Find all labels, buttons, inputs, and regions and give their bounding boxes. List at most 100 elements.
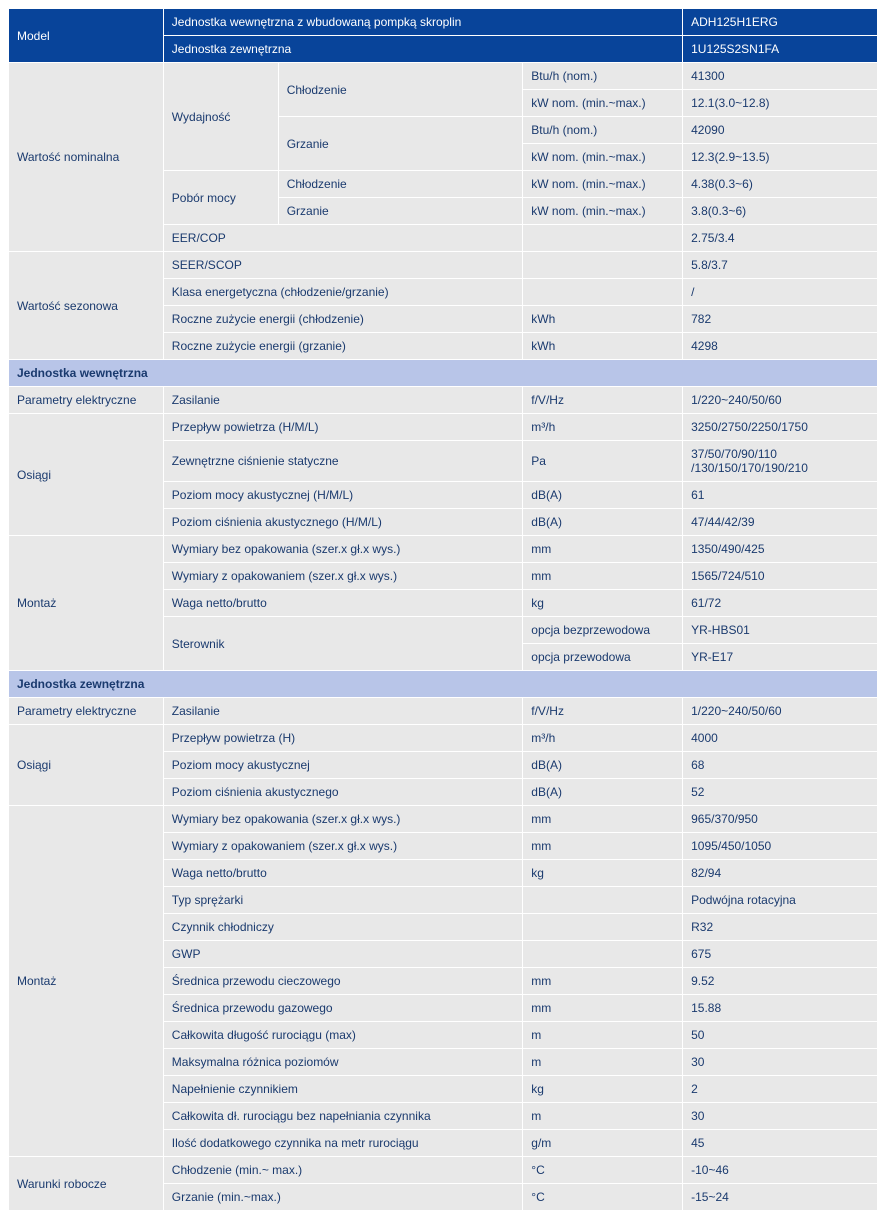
value: YR-E17 (683, 644, 878, 671)
waga-label: Waga netto/brutto (163, 860, 522, 887)
indoor-unit-label: Jednostka wewnętrzna z wbudowaną pompką … (163, 9, 682, 36)
blank (523, 914, 683, 941)
cool-label: Chłodzenie (278, 63, 523, 117)
unit-label: f/V/Hz (523, 387, 683, 414)
value: 41300 (683, 63, 878, 90)
value: 45 (683, 1130, 878, 1157)
wydajnosc-label: Wydajność (163, 63, 278, 171)
dod-cz-label: Ilość dodatkowego czynnika na metr ruroc… (163, 1130, 522, 1157)
value: 37/50/70/90/110 /130/150/170/190/210 (683, 441, 878, 482)
unit-label: dB(A) (523, 752, 683, 779)
chlodz-label: Chłodzenie (min.~ max.) (163, 1157, 522, 1184)
warunki-label: Warunki robocze (9, 1157, 164, 1211)
param-el-label: Parametry elektryczne (9, 387, 164, 414)
unit-label: mm (523, 536, 683, 563)
value: / (683, 279, 878, 306)
unit-label: kWh (523, 333, 683, 360)
value: 68 (683, 752, 878, 779)
value: 1095/450/1050 (683, 833, 878, 860)
blank (523, 279, 683, 306)
opcja-przew-label: opcja przewodowa (523, 644, 683, 671)
outdoor-unit-value: 1U125S2SN1FA (683, 36, 878, 63)
wym-z-label: Wymiary z opakowaniem (szer.x gł.x wys.) (163, 563, 522, 590)
wym-bez-label: Wymiary bez opakowania (szer.x gł.x wys.… (163, 536, 522, 563)
nominal-group: Wartość nominalna (9, 63, 164, 252)
unit-label: g/m (523, 1130, 683, 1157)
osiagi-label: Osiągi (9, 414, 164, 536)
unit-label: kg (523, 860, 683, 887)
sr-gaz-label: Średnica przewodu gazowego (163, 995, 522, 1022)
przeplyw-label: Przepływ powietrza (H) (163, 725, 522, 752)
value: 675 (683, 941, 878, 968)
value: 4.38(0.3~6) (683, 171, 878, 198)
outdoor-unit-label: Jednostka zewnętrzna (163, 36, 682, 63)
spec-table: Model Jednostka wewnętrzna z wbudowaną p… (8, 8, 878, 1211)
unit-label: kg (523, 590, 683, 617)
blank (523, 252, 683, 279)
gwp-label: GWP (163, 941, 522, 968)
cisn-akust-label: Poziom ciśnienia akustycznego (163, 779, 522, 806)
value: 61 (683, 482, 878, 509)
unit-label: Btu/h (nom.) (523, 63, 683, 90)
moc-akust-label: Poziom mocy akustycznej (H/M/L) (163, 482, 522, 509)
cool-label: Chłodzenie (278, 171, 523, 198)
montaz-label: Montaż (9, 806, 164, 1157)
unit-label: mm (523, 563, 683, 590)
unit-label: mm (523, 833, 683, 860)
roczne-heat-label: Roczne zużycie energii (grzanie) (163, 333, 522, 360)
param-el-label: Parametry elektryczne (9, 698, 164, 725)
value: 3250/2750/2250/1750 (683, 414, 878, 441)
napeln-label: Napełnienie czynnikiem (163, 1076, 522, 1103)
value: 30 (683, 1049, 878, 1076)
roczne-cool-label: Roczne zużycie energii (chłodzenie) (163, 306, 522, 333)
max-rozn-label: Maksymalna różnica poziomów (163, 1049, 522, 1076)
pobor-label: Pobór mocy (163, 171, 278, 225)
unit-label: m (523, 1022, 683, 1049)
value: 15.88 (683, 995, 878, 1022)
model-label: Model (9, 9, 164, 63)
unit-label: dB(A) (523, 779, 683, 806)
value: 5.8/3.7 (683, 252, 878, 279)
przeplyw-label: Przepływ powietrza (H/M/L) (163, 414, 522, 441)
value: 30 (683, 1103, 878, 1130)
unit-label: kW nom. (min.~max.) (523, 171, 683, 198)
unit-label: kW nom. (min.~max.) (523, 90, 683, 117)
value: 47/44/42/39 (683, 509, 878, 536)
unit-label: mm (523, 995, 683, 1022)
heat-label: Grzanie (278, 117, 523, 171)
unit-label: dB(A) (523, 482, 683, 509)
wym-bez-label: Wymiary bez opakowania (szer.x gł.x wys.… (163, 806, 522, 833)
dl-rur-label: Całkowita długość rurociągu (max) (163, 1022, 522, 1049)
unit-label: mm (523, 968, 683, 995)
unit-label: kW nom. (min.~max.) (523, 198, 683, 225)
grzanie-label: Grzanie (min.~max.) (163, 1184, 522, 1211)
value: -10~46 (683, 1157, 878, 1184)
value: 4000 (683, 725, 878, 752)
seer-scop-label: SEER/SCOP (163, 252, 522, 279)
unit-label: m³/h (523, 725, 683, 752)
blank (523, 941, 683, 968)
value: 2 (683, 1076, 878, 1103)
value: 50 (683, 1022, 878, 1049)
value: 61/72 (683, 590, 878, 617)
unit-label: kg (523, 1076, 683, 1103)
value: 1350/490/425 (683, 536, 878, 563)
unit-label: °C (523, 1184, 683, 1211)
value: 52 (683, 779, 878, 806)
zasilanie-label: Zasilanie (163, 387, 522, 414)
klasa-label: Klasa energetyczna (chłodzenie/grzanie) (163, 279, 522, 306)
indoor-section: Jednostka wewnętrzna (9, 360, 878, 387)
seasonal-group: Wartość sezonowa (9, 252, 164, 360)
cisn-stat-label: Zewnętrzne ciśnienie statyczne (163, 441, 522, 482)
value: 9.52 (683, 968, 878, 995)
unit-label: kWh (523, 306, 683, 333)
unit-label: m (523, 1049, 683, 1076)
value: 1/220~240/50/60 (683, 387, 878, 414)
sr-ciecz-label: Średnica przewodu cieczowego (163, 968, 522, 995)
value: 3.8(0.3~6) (683, 198, 878, 225)
value: R32 (683, 914, 878, 941)
czynnik-label: Czynnik chłodniczy (163, 914, 522, 941)
value: 12.3(2.9~13.5) (683, 144, 878, 171)
value: 12.1(3.0~12.8) (683, 90, 878, 117)
moc-akust-label: Poziom mocy akustycznej (163, 752, 522, 779)
